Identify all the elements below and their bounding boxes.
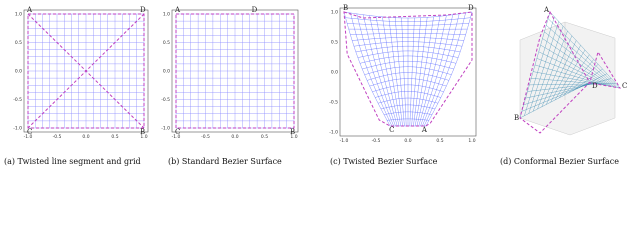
- plot-frame: [339, 7, 477, 137]
- y-tick-label: 0.0: [331, 70, 338, 76]
- y-tick-label: -0.5: [161, 97, 170, 103]
- y-tick-label: -1.0: [329, 130, 338, 136]
- control-polygon: [27, 13, 145, 129]
- y-tick-label: 0.0: [163, 69, 170, 75]
- x-tick-label: 1.0: [140, 134, 147, 140]
- corner-label: B: [514, 114, 519, 122]
- mesh-line: [401, 17, 407, 127]
- x-tick-label: 1.0: [290, 134, 297, 140]
- mesh-line: [534, 64, 606, 86]
- corner-label: C: [389, 126, 394, 134]
- mesh-line: [409, 17, 415, 127]
- mesh-line: [413, 17, 428, 127]
- mesh-line: [422, 13, 460, 127]
- x-tick-label: 1.0: [468, 138, 475, 144]
- corner-label: C: [175, 128, 180, 136]
- x-tick-label: -1.0: [340, 138, 349, 144]
- corner-label: C: [27, 128, 32, 136]
- corner-label: A: [26, 6, 33, 14]
- y-tick-label: -1.0: [161, 126, 170, 132]
- mesh-line: [519, 81, 591, 119]
- y-tick-label: 0.5: [331, 40, 338, 46]
- corner-label: B: [140, 128, 145, 136]
- corner-label: C: [622, 82, 627, 90]
- mesh-line: [572, 68, 603, 92]
- plot-frame: [171, 9, 299, 133]
- mesh-line: [355, 46, 461, 53]
- x-tick-label: 0.0: [404, 138, 411, 144]
- y-tick-label: -0.5: [329, 100, 338, 106]
- corner-label: D: [468, 4, 474, 12]
- x-tick-label: -1.0: [172, 134, 181, 140]
- x-tick-label: -0.5: [201, 134, 210, 140]
- x-tick-label: 0.5: [436, 138, 443, 144]
- control-polygon: [519, 10, 621, 134]
- mesh-line: [420, 14, 453, 127]
- control-polygon: [175, 13, 295, 129]
- mesh-line: [585, 83, 616, 85]
- corner-label: A: [174, 6, 181, 14]
- y-tick-label: -1.0: [13, 126, 22, 132]
- mesh-line: [418, 15, 447, 127]
- page: -1.0 -0.5 0.0 0.5 1.0 1.0 0.5 0.0 -0.5 -1.0 A D C B -1…: [4, 4, 628, 166]
- y-tick-label: 0.0: [15, 69, 22, 75]
- mesh-line: [411, 17, 421, 127]
- corner-label: B: [290, 128, 295, 136]
- caption: (d) Conformal Bezier Surface: [500, 157, 619, 166]
- mesh-line: [350, 12, 393, 127]
- y-tick-label: 0.5: [15, 40, 22, 46]
- y-tick-label: -0.5: [13, 97, 22, 103]
- caption: (b) Standard Bezier Surface: [168, 157, 282, 166]
- y-tick-label: 1.0: [15, 12, 22, 18]
- x-tick-label: 0.0: [82, 134, 89, 140]
- x-tick-label: -0.5: [53, 134, 62, 140]
- mesh-line: [347, 23, 469, 26]
- mesh-line: [357, 50, 459, 58]
- mesh-line: [345, 17, 471, 22]
- mesh-line: [359, 55, 457, 64]
- y-tick-label: 1.0: [331, 10, 338, 16]
- mesh-line: [369, 15, 398, 127]
- mesh-line: [352, 37, 464, 41]
- corner-label: D: [140, 6, 146, 14]
- control-polygon: [343, 11, 473, 127]
- x-tick-label: -0.5: [372, 138, 381, 144]
- mesh-line: [563, 59, 594, 96]
- corner-label: D: [592, 82, 598, 90]
- corner-label: B: [343, 4, 348, 12]
- figure: -1.0 -0.5 0.0 0.5 1.0 1.0 0.5 0.0 -0.5 -1.0 A D C B -1…: [4, 4, 627, 166]
- mesh-line: [353, 41, 463, 47]
- caption: (a) Twisted line segment and grid: [4, 157, 141, 166]
- x-tick-label: 0.5: [261, 134, 268, 140]
- x-tick-label: 0.0: [231, 134, 238, 140]
- plot-frame: [23, 9, 149, 133]
- x-tick-label: -1.0: [24, 134, 33, 140]
- mesh-line: [423, 12, 466, 127]
- mesh-line: [416, 16, 441, 127]
- mesh-line: [559, 54, 590, 98]
- caption: (c) Twisted Bezier Surface: [330, 157, 438, 166]
- corner-label: A: [543, 6, 550, 14]
- mesh-line: [395, 17, 405, 127]
- corner-label: D: [252, 6, 258, 14]
- y-tick-label: 0.5: [163, 40, 170, 46]
- corner-label: A: [421, 126, 428, 134]
- y-tick-label: 1.0: [163, 12, 170, 18]
- x-tick-label: 0.5: [111, 134, 118, 140]
- mesh-line: [356, 13, 394, 127]
- mesh-line: [350, 33, 466, 35]
- mesh-line: [362, 61, 454, 70]
- mesh-line: [388, 17, 403, 127]
- mesh-line: [425, 11, 473, 127]
- mesh-line: [414, 16, 434, 127]
